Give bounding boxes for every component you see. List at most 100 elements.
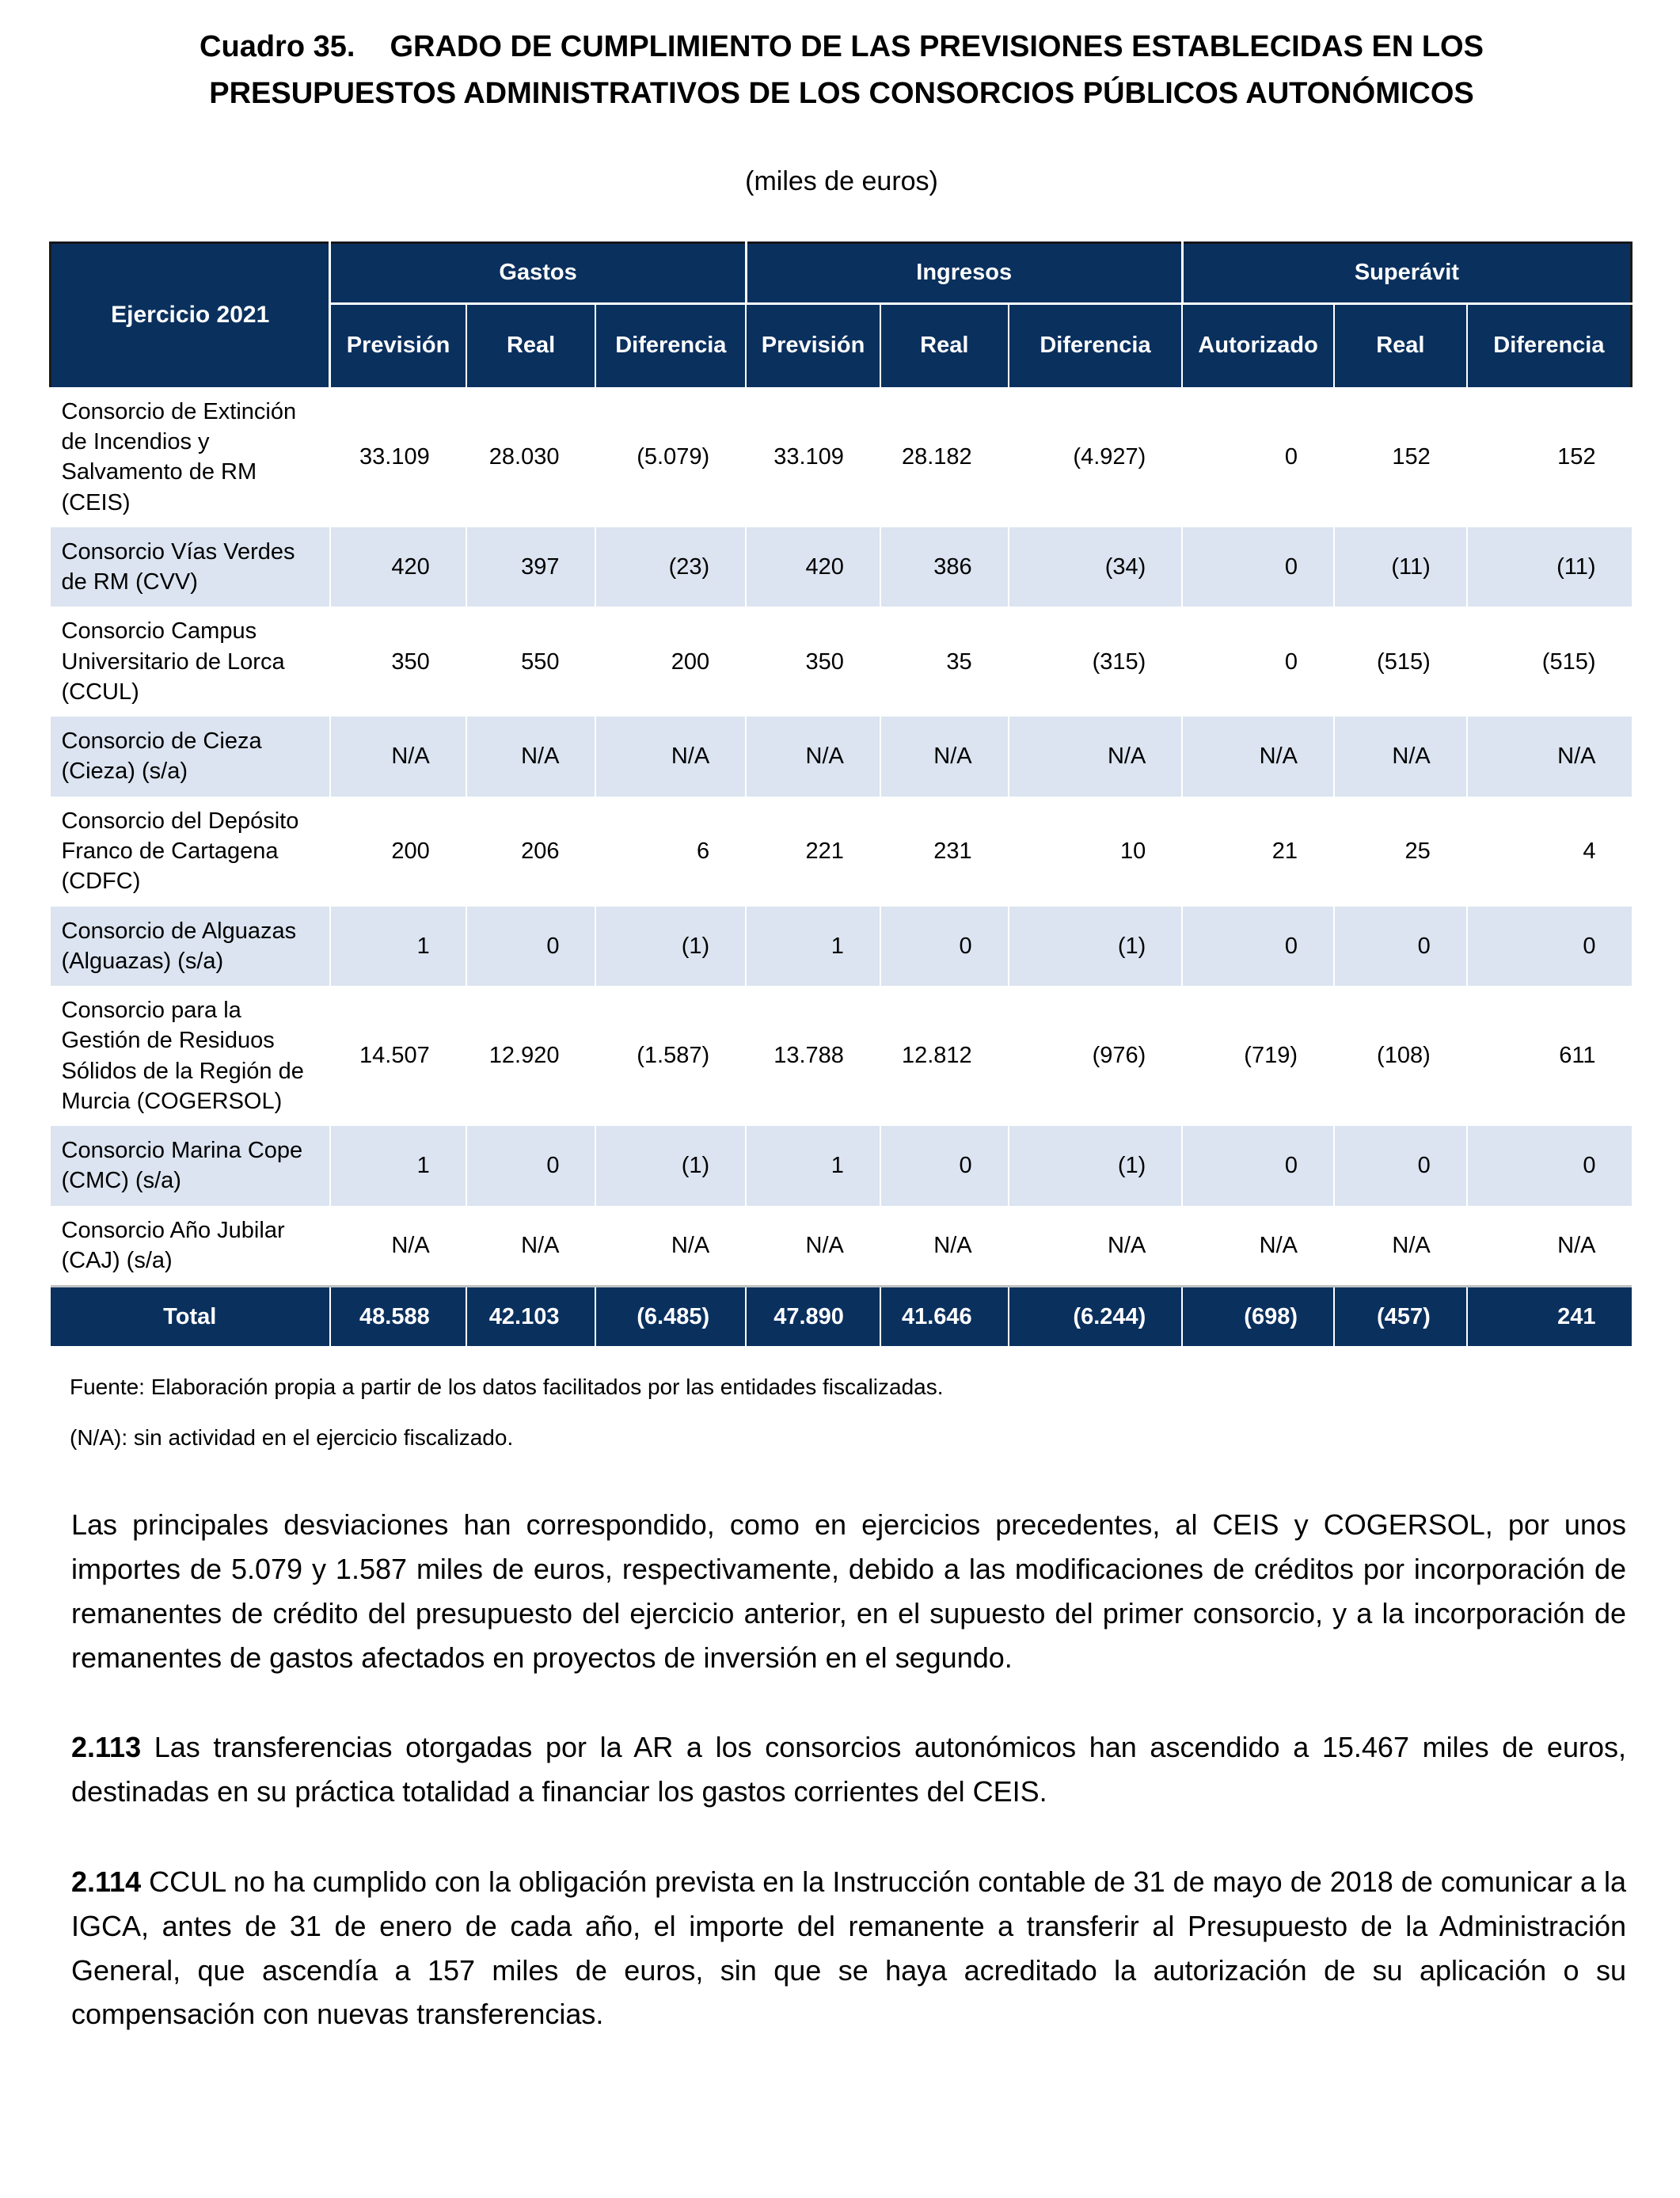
total-row: Total 48.588 42.103 (6.485) 47.890 41.646 (6.… bbox=[50, 1285, 1632, 1347]
document-page: Cuadro 35. GRADO DE CUMPLIMIENTO DE LAS P… bbox=[48, 30, 1634, 2036]
table-number-label: Cuadro 35. bbox=[200, 30, 355, 63]
value-cell: 28.030 bbox=[465, 386, 596, 527]
value-cell: (719) bbox=[1181, 986, 1334, 1127]
value-cell: N/A bbox=[1007, 1205, 1183, 1287]
value-cell: (1) bbox=[595, 906, 747, 987]
value-cell: 221 bbox=[745, 796, 880, 907]
entity-name-cell: Consorcio Campus Universitario de Lorca … bbox=[50, 607, 330, 717]
paragraph-text: CCUL no ha cumplido con la obligación pr… bbox=[71, 1865, 1626, 2031]
value-cell: 0 bbox=[1181, 906, 1334, 987]
col-header: Real bbox=[1333, 303, 1467, 387]
entity-name-cell: Consorcio para la Gestión de Residuos Só… bbox=[50, 986, 330, 1127]
entity-name-cell: Consorcio Marina Cope (CMC) (s/a) bbox=[50, 1126, 330, 1206]
value-cell: 33.109 bbox=[745, 386, 880, 527]
source-note: Fuente: Elaboración propia a partir de l… bbox=[70, 1375, 944, 1400]
total-value-cell: 47.890 bbox=[745, 1285, 880, 1347]
value-cell: (5.079) bbox=[595, 386, 747, 527]
value-cell: 0 bbox=[1465, 906, 1632, 987]
table-row: Consorcio para la Gestión de Residuos Só… bbox=[50, 986, 1632, 1127]
value-cell: 386 bbox=[879, 527, 1009, 607]
entity-name-cell: Consorcio de Alguazas (Alguazas) (s/a) bbox=[50, 906, 330, 987]
value-cell: 0 bbox=[879, 1126, 1009, 1206]
table-header: Ejercicio 2021 Gastos Ingresos Superávit… bbox=[48, 242, 1633, 387]
total-value-cell: (457) bbox=[1333, 1285, 1467, 1347]
table-row: Consorcio de Extinción de Incendios y Sa… bbox=[50, 386, 1632, 527]
paragraph-number: 2.113 bbox=[71, 1731, 142, 1764]
value-cell: 200 bbox=[329, 796, 466, 907]
value-cell: (34) bbox=[1007, 527, 1183, 607]
table-row: Consorcio Vías Verdes de RM (CVV) 420 397(… bbox=[50, 527, 1632, 607]
value-cell: 152 bbox=[1465, 386, 1632, 527]
value-cell: 231 bbox=[879, 796, 1009, 907]
total-value-cell: 241 bbox=[1465, 1285, 1632, 1347]
total-value-cell: 48.588 bbox=[329, 1285, 466, 1347]
col-header: Real bbox=[465, 303, 596, 387]
group-header-row: Ejercicio 2021 Gastos Ingresos Superávit bbox=[48, 242, 1633, 387]
value-cell: 0 bbox=[1181, 386, 1334, 527]
entity-name-cell: Consorcio de Extinción de Incendios y Sa… bbox=[50, 386, 330, 527]
table-row: Consorcio de Cieza (Cieza) (s/a) N/A N/A N/… bbox=[50, 717, 1632, 797]
paragraph-number: 2.114 bbox=[71, 1865, 142, 1898]
value-cell: (1) bbox=[1007, 1126, 1183, 1206]
value-cell: 152 bbox=[1333, 386, 1467, 527]
value-cell: N/A bbox=[1181, 1205, 1334, 1287]
value-cell: 0 bbox=[1181, 1126, 1334, 1206]
value-cell: N/A bbox=[1333, 1205, 1467, 1287]
col-header: Autorizado bbox=[1181, 303, 1334, 387]
value-cell: (515) bbox=[1333, 607, 1467, 717]
value-cell: 611 bbox=[1465, 986, 1632, 1127]
total-label-cell: Total bbox=[50, 1285, 330, 1347]
body-text: Las principales desviaciones han corresp… bbox=[71, 1503, 1626, 2036]
value-cell: (11) bbox=[1465, 527, 1632, 607]
value-cell: N/A bbox=[1007, 717, 1183, 797]
value-cell: 0 bbox=[1333, 906, 1467, 987]
value-cell: 4 bbox=[1465, 796, 1632, 907]
value-cell: N/A bbox=[595, 1205, 747, 1287]
value-cell: 350 bbox=[745, 607, 880, 717]
paragraph-text: Las principales desviaciones han corresp… bbox=[71, 1508, 1626, 1674]
value-cell: 1 bbox=[745, 1126, 880, 1206]
value-cell: N/A bbox=[879, 717, 1009, 797]
value-cell: 28.182 bbox=[879, 386, 1009, 527]
total-value-cell: (698) bbox=[1181, 1285, 1334, 1347]
value-cell: 397 bbox=[465, 527, 596, 607]
value-cell: N/A bbox=[329, 717, 466, 797]
value-cell: 1 bbox=[329, 1126, 466, 1206]
value-cell: N/A bbox=[1181, 717, 1334, 797]
value-cell: (108) bbox=[1333, 986, 1467, 1127]
table-notes: Fuente: Elaboración propia a partir de l… bbox=[70, 1375, 1634, 1451]
value-cell: N/A bbox=[1333, 717, 1467, 797]
entity-name-cell: Consorcio Año Jubilar (CAJ) (s/a) bbox=[50, 1205, 330, 1287]
table-row: Consorcio de Alguazas (Alguazas) (s/a) 1 0… bbox=[50, 906, 1632, 987]
value-cell: 14.507 bbox=[329, 986, 466, 1127]
value-cell: 420 bbox=[329, 527, 466, 607]
value-cell: (315) bbox=[1007, 607, 1183, 717]
value-cell: N/A bbox=[465, 1205, 596, 1287]
value-cell: 13.788 bbox=[745, 986, 880, 1127]
value-cell: N/A bbox=[329, 1205, 466, 1287]
value-cell: 12.812 bbox=[879, 986, 1009, 1127]
value-cell: N/A bbox=[595, 717, 747, 797]
total-value-cell: (6.244) bbox=[1007, 1285, 1183, 1347]
value-cell: 350 bbox=[329, 607, 466, 717]
value-cell: (4.927) bbox=[1007, 386, 1183, 527]
total-value-cell: (6.485) bbox=[595, 1285, 747, 1347]
body-paragraph: 2.113 Las transferencias otorgadas por l… bbox=[71, 1725, 1626, 1814]
value-cell: 21 bbox=[1181, 796, 1334, 907]
value-cell: 200 bbox=[595, 607, 747, 717]
value-cell: (11) bbox=[1333, 527, 1467, 607]
value-cell: 35 bbox=[879, 607, 1009, 717]
value-cell: (1) bbox=[595, 1126, 747, 1206]
value-cell: 550 bbox=[465, 607, 596, 717]
table-title-text: GRADO DE CUMPLIMIENTO DE LAS PREVISIONES… bbox=[209, 30, 1484, 110]
value-cell: (515) bbox=[1465, 607, 1632, 717]
value-cell: 0 bbox=[1333, 1126, 1467, 1206]
value-cell: (1.587) bbox=[595, 986, 747, 1127]
value-cell: N/A bbox=[879, 1205, 1009, 1287]
value-cell: N/A bbox=[745, 1205, 880, 1287]
budget-compliance-table: Ejercicio 2021 Gastos Ingresos Superávit… bbox=[48, 241, 1633, 1347]
value-cell: (1) bbox=[1007, 906, 1183, 987]
value-cell: 1 bbox=[329, 906, 466, 987]
units-subtitle: (miles de euros) bbox=[745, 165, 938, 196]
na-note: (N/A): sin actividad en el ejercicio fis… bbox=[70, 1425, 514, 1451]
